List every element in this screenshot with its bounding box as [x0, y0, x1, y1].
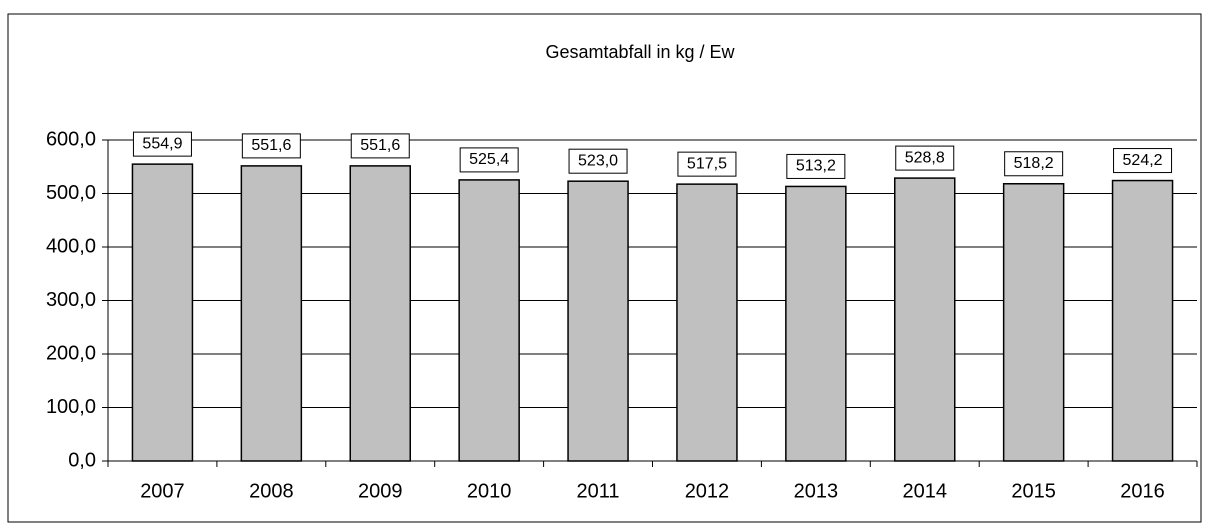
value-label-box — [241, 133, 301, 159]
value-label: 524,2 — [1123, 152, 1163, 169]
value-label: 525,4 — [469, 151, 509, 168]
bar — [676, 183, 738, 462]
value-label-box — [350, 133, 410, 159]
bar — [240, 165, 303, 462]
value-label-box — [459, 147, 519, 173]
bar — [894, 177, 956, 462]
value-label: 513,2 — [796, 158, 836, 175]
y-tick-label: 0,0 — [68, 449, 96, 471]
value-label-box — [132, 131, 192, 157]
value-label: 554,9 — [142, 135, 182, 152]
value-label: 551,6 — [251, 137, 291, 154]
x-tick-label: 2008 — [249, 480, 294, 502]
value-label-box — [677, 151, 737, 177]
bar — [785, 185, 847, 462]
value-label: 523,0 — [578, 152, 618, 169]
chart-title: Gesamtabfall in kg / Ew — [545, 42, 735, 62]
y-tick-label: 300,0 — [46, 289, 96, 311]
x-tick-label: 2015 — [1011, 480, 1056, 502]
bar — [349, 165, 411, 462]
bar — [131, 163, 194, 462]
y-tick-label: 500,0 — [46, 182, 96, 204]
value-label-box — [568, 148, 628, 174]
bar — [567, 180, 629, 462]
value-label: 528,8 — [905, 149, 945, 166]
y-tick-label: 100,0 — [46, 396, 96, 418]
bar — [1111, 179, 1174, 462]
value-label: 551,6 — [360, 137, 400, 154]
value-label-box — [1004, 151, 1064, 177]
bar — [458, 179, 520, 462]
y-tick-label: 600,0 — [46, 128, 96, 150]
value-label-box — [786, 153, 846, 179]
x-tick-label: 2016 — [1120, 480, 1165, 502]
x-tick-label: 2009 — [358, 480, 403, 502]
x-tick-label: 2013 — [794, 480, 839, 502]
value-label: 518,2 — [1014, 155, 1054, 172]
x-tick-label: 2011 — [577, 480, 620, 502]
x-tick-label: 2012 — [685, 480, 730, 502]
y-tick-label: 400,0 — [46, 235, 96, 257]
x-tick-label: 2010 — [467, 480, 512, 502]
x-tick-label: 2014 — [903, 480, 948, 502]
value-label-box — [1113, 148, 1173, 174]
value-label-box — [895, 145, 955, 171]
value-label: 517,5 — [687, 155, 727, 172]
y-tick-label: 200,0 — [46, 342, 96, 364]
x-tick-label: 2007 — [140, 480, 185, 502]
bar — [1002, 183, 1065, 462]
